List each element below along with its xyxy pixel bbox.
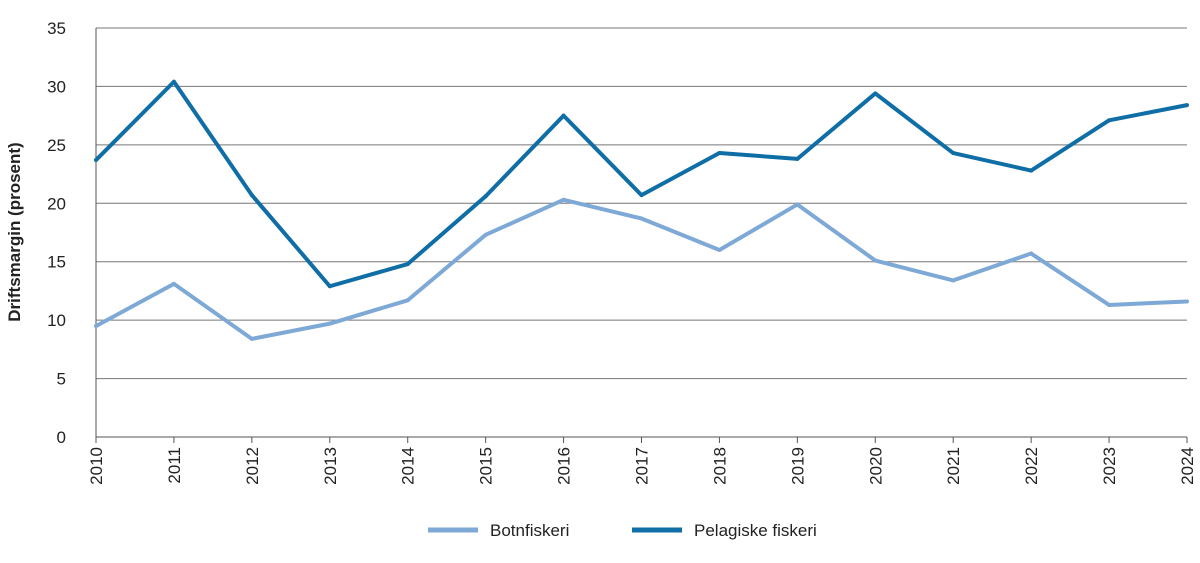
data-point [717,248,722,253]
legend-label: Botnfiskeri [490,521,569,540]
series-line-botnfiskeri [95,197,1188,341]
y-tick-label: 5 [57,370,66,389]
data-point [1107,302,1112,307]
data-point [951,278,956,283]
data-point [1185,299,1189,304]
x-tick-label: 2012 [243,447,262,485]
data-point [171,281,176,286]
x-tick-label: 2016 [555,447,574,485]
data-point [483,194,488,199]
y-tick-label: 25 [47,136,66,155]
y-tick-label: 30 [47,77,66,96]
y-tick-label: 0 [57,428,66,447]
data-point [1029,251,1034,256]
data-point [717,151,722,156]
x-tick-label: 2019 [788,447,807,485]
data-point [171,79,176,84]
data-point [94,323,98,328]
x-tick-label: 2021 [944,447,963,485]
data-point [327,284,332,289]
x-tick-label: 2023 [1100,447,1119,485]
data-point [483,232,488,237]
data-point [561,113,566,118]
data-point [327,321,332,326]
data-point [795,202,800,207]
data-point [951,151,956,156]
data-point [249,193,254,198]
x-tick-label: 2020 [866,447,885,485]
x-tick-label: 2010 [87,447,106,485]
data-point [1185,103,1189,108]
data-point [1107,118,1112,123]
legend-label: Pelagiske fiskeri [694,521,817,540]
data-point [405,262,410,267]
data-point [94,158,98,163]
data-point [873,258,878,263]
data-point [639,216,644,221]
y-axis-label: Driftsmargin (prosent) [5,142,24,321]
data-point [249,336,254,341]
x-tick-label: 2011 [165,447,184,484]
x-tick-label: 2018 [710,447,729,485]
y-tick-label: 10 [47,311,66,330]
x-tick-label: 2017 [633,447,652,485]
x-tick-label: 2022 [1022,447,1041,485]
y-tick-label: 20 [47,194,66,213]
data-point [873,91,878,96]
x-tick-label: 2013 [321,447,340,485]
data-point [405,298,410,303]
x-tick-label: 2015 [477,447,496,485]
x-tick-label: 2024 [1178,447,1197,485]
y-tick-label: 35 [47,19,66,38]
data-point [1029,168,1034,173]
data-point [561,197,566,202]
y-tick-label: 15 [47,253,66,272]
data-point [795,156,800,161]
x-tick-label: 2014 [399,447,418,485]
data-point [639,193,644,198]
